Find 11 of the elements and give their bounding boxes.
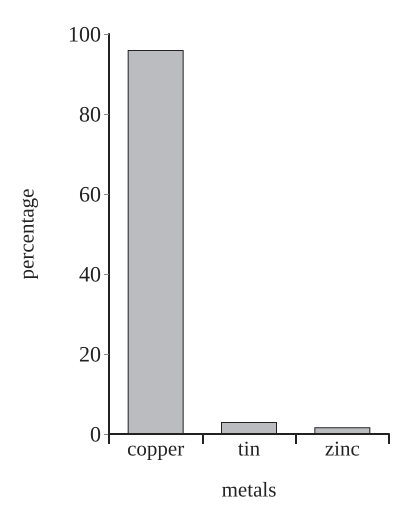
y-tick-label: 40 [79,262,101,286]
y-tick-label: 80 [79,102,101,126]
x-axis-title: metals [222,478,276,502]
y-axis-title: percentage [14,188,38,280]
x-tick-label: tin [238,436,261,460]
y-tick-label: 100 [68,22,101,46]
y-tick-label: 60 [79,182,101,206]
y-tick-label: 0 [90,422,101,446]
x-tick-label: copper [127,436,184,460]
y-tick-label: 20 [79,342,101,366]
x-tick-label: zinc [324,436,360,460]
